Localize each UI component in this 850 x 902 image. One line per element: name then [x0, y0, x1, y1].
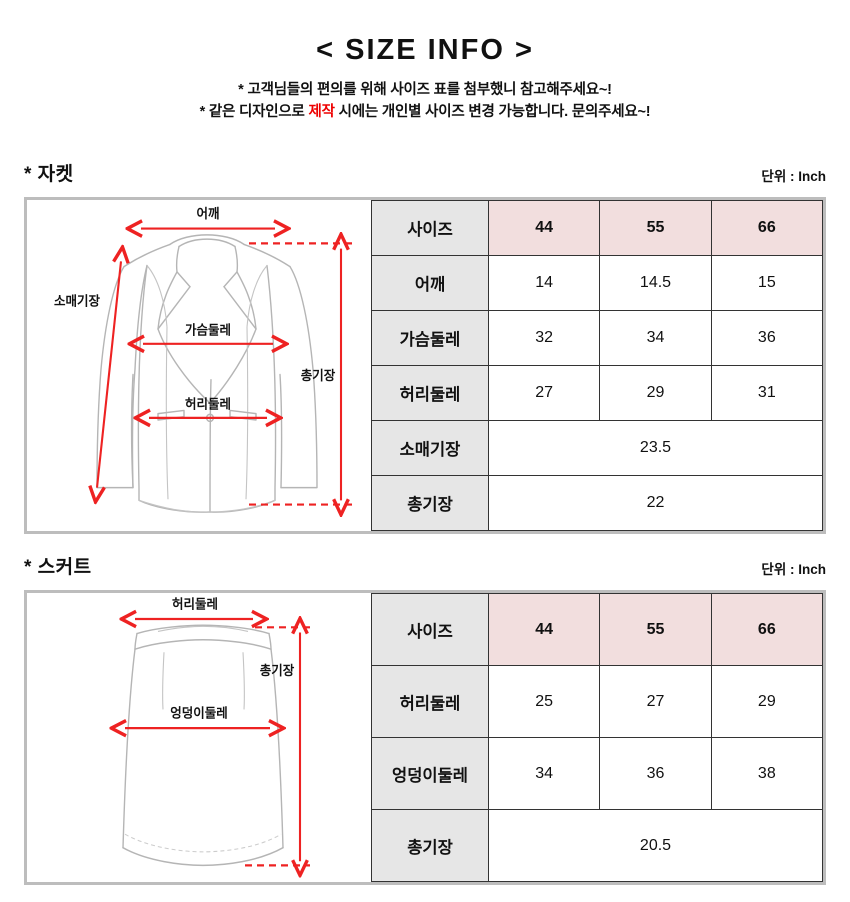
jacket-section-head: * 자켓 단위 : Inch	[24, 155, 826, 197]
jacket-cell-shoulder-55: 14.5	[599, 255, 712, 311]
table-row: 가슴둘레 32 34 36	[371, 310, 824, 366]
jacket-label-shoulder: 어깨	[196, 206, 219, 221]
jacket-cell-shoulder-44: 14	[487, 255, 601, 311]
jacket-label-sleeve: 소매기장	[54, 293, 100, 308]
skirt-section: * 스커트 단위 : Inch	[0, 548, 850, 885]
jacket-measure-chest: 가슴둘레	[143, 322, 273, 344]
jacket-diagram: 어깨 소매기장 가슴둘레 허리둘레	[27, 200, 371, 531]
jacket-cell-waist-44: 27	[487, 365, 601, 421]
jacket-header-66: 66	[710, 200, 824, 256]
skirt-header-66: 66	[710, 593, 824, 666]
skirt-unit-label: 단위 : Inch	[761, 562, 826, 577]
skirt-measure-waist: 허리둘레	[135, 596, 253, 619]
skirt-label-total-length: 총기장	[260, 663, 295, 678]
jacket-label-waist: 허리둘레	[185, 396, 231, 411]
skirt-table-wrap: 사이즈 44 55 66 허리둘레 25 27 29 엉덩이둘레 34	[371, 593, 824, 882]
page-header: < SIZE INFO > * 고객님들의 편의를 위해 사이즈 표를 첨부했니…	[0, 0, 850, 124]
table-row: 허리둘레 27 29 31	[371, 365, 824, 421]
jacket-diagram-svg: 어깨 소매기장 가슴둘레 허리둘레	[54, 206, 353, 531]
jacket-row-label-total-length: 총기장	[371, 475, 489, 531]
jacket-header-44: 44	[487, 200, 601, 256]
jacket-cell-waist-66: 31	[710, 365, 824, 421]
table-row: 어깨 14 14.5 15	[371, 255, 824, 311]
table-row: 소매기장 23.5	[371, 420, 823, 476]
jacket-cell-chest-55: 34	[599, 310, 712, 366]
skirt-diagram: 허리둘레 엉덩이둘레 총기장	[27, 593, 371, 882]
jacket-panel: 어깨 소매기장 가슴둘레 허리둘레	[24, 197, 826, 534]
skirt-cell-waist-55: 27	[599, 665, 712, 738]
note-line-2-suffix: 시에는 개인별 사이즈 변경 가능합니다. 문의주세요~!	[334, 104, 651, 121]
skirt-measure-total-length: 총기장	[245, 627, 310, 865]
jacket-table-wrap: 사이즈 44 55 66 어깨 14 14.5 15 가슴둘레 32 3	[371, 200, 824, 531]
jacket-size-table: 사이즈 44 55 66 어깨 14 14.5 15 가슴둘레 32 3	[371, 200, 824, 531]
table-header-row: 사이즈 44 55 66	[371, 593, 824, 666]
skirt-header-44: 44	[487, 593, 601, 666]
page-title: < SIZE INFO >	[316, 34, 534, 66]
jacket-header-size: 사이즈	[371, 200, 489, 256]
jacket-outline-shape	[96, 234, 318, 513]
table-row: 총기장 22	[371, 475, 823, 531]
table-row: 엉덩이둘레 34 36 38	[371, 737, 824, 810]
skirt-panel: 허리둘레 엉덩이둘레 총기장	[24, 590, 826, 885]
skirt-header-55: 55	[599, 593, 712, 666]
skirt-size-table: 사이즈 44 55 66 허리둘레 25 27 29 엉덩이둘레 34	[371, 593, 824, 882]
jacket-cell-shoulder-66: 15	[710, 255, 824, 311]
jacket-cell-waist-55: 29	[599, 365, 712, 421]
skirt-diagram-svg: 허리둘레 엉덩이둘레 총기장	[27, 596, 310, 882]
jacket-row-label-sleeve: 소매기장	[371, 420, 489, 476]
skirt-section-title: * 스커트	[24, 557, 92, 578]
skirt-row-label-hip: 엉덩이둘레	[371, 737, 489, 810]
jacket-measure-total-length: 총기장	[249, 243, 353, 504]
skirt-measure-hip: 엉덩이둘레	[125, 706, 270, 729]
skirt-section-head: * 스커트 단위 : Inch	[24, 548, 826, 590]
jacket-row-label-chest: 가슴둘레	[371, 310, 489, 366]
skirt-header-size: 사이즈	[371, 593, 489, 666]
skirt-cell-hip-55: 36	[599, 737, 712, 810]
jacket-measure-waist: 허리둘레	[149, 396, 267, 418]
jacket-cell-sleeve-all: 23.5	[488, 420, 823, 476]
jacket-label-total-length: 총기장	[301, 367, 336, 382]
jacket-unit-label: 단위 : Inch	[761, 169, 826, 184]
jacket-header-55: 55	[599, 200, 712, 256]
jacket-cell-chest-44: 32	[487, 310, 601, 366]
skirt-cell-waist-44: 25	[487, 665, 601, 738]
note-line-1: * 고객님들의 편의를 위해 사이즈 표를 첨부했니 참고해주세요~!	[238, 82, 612, 98]
skirt-label-waist: 허리둘레	[172, 596, 218, 611]
note-line-2-prefix: * 같은 디자인으로	[199, 104, 309, 121]
skirt-row-label-waist: 허리둘레	[371, 665, 489, 738]
skirt-cell-hip-66: 38	[710, 737, 824, 810]
jacket-section: * 자켓 단위 : Inch	[0, 155, 850, 534]
skirt-cell-hip-44: 34	[487, 737, 601, 810]
jacket-measure-shoulder: 어깨	[141, 206, 275, 229]
skirt-outline-shape	[122, 624, 284, 867]
table-row: 총기장 20.5	[371, 809, 823, 882]
skirt-row-label-total-length: 총기장	[371, 809, 489, 882]
note-line-2: * 같은 디자인으로 제작 시에는 개인별 사이즈 변경 가능합니다. 문의주세…	[0, 101, 850, 123]
jacket-section-title: * 자켓	[24, 164, 74, 185]
table-header-row: 사이즈 44 55 66	[371, 200, 824, 256]
skirt-label-hip: 엉덩이둘레	[170, 706, 227, 721]
jacket-row-label-waist: 허리둘레	[371, 365, 489, 421]
jacket-cell-chest-66: 36	[710, 310, 824, 366]
jacket-measure-sleeve: 소매기장	[54, 261, 121, 487]
skirt-cell-total-length-all: 20.5	[488, 809, 823, 882]
jacket-label-chest: 가슴둘레	[185, 322, 231, 337]
skirt-cell-waist-66: 29	[710, 665, 824, 738]
note-line-2-accent: 제작	[308, 104, 335, 121]
jacket-row-label-shoulder: 어깨	[371, 255, 489, 311]
table-row: 허리둘레 25 27 29	[371, 665, 824, 738]
jacket-cell-total-length-all: 22	[488, 475, 823, 531]
